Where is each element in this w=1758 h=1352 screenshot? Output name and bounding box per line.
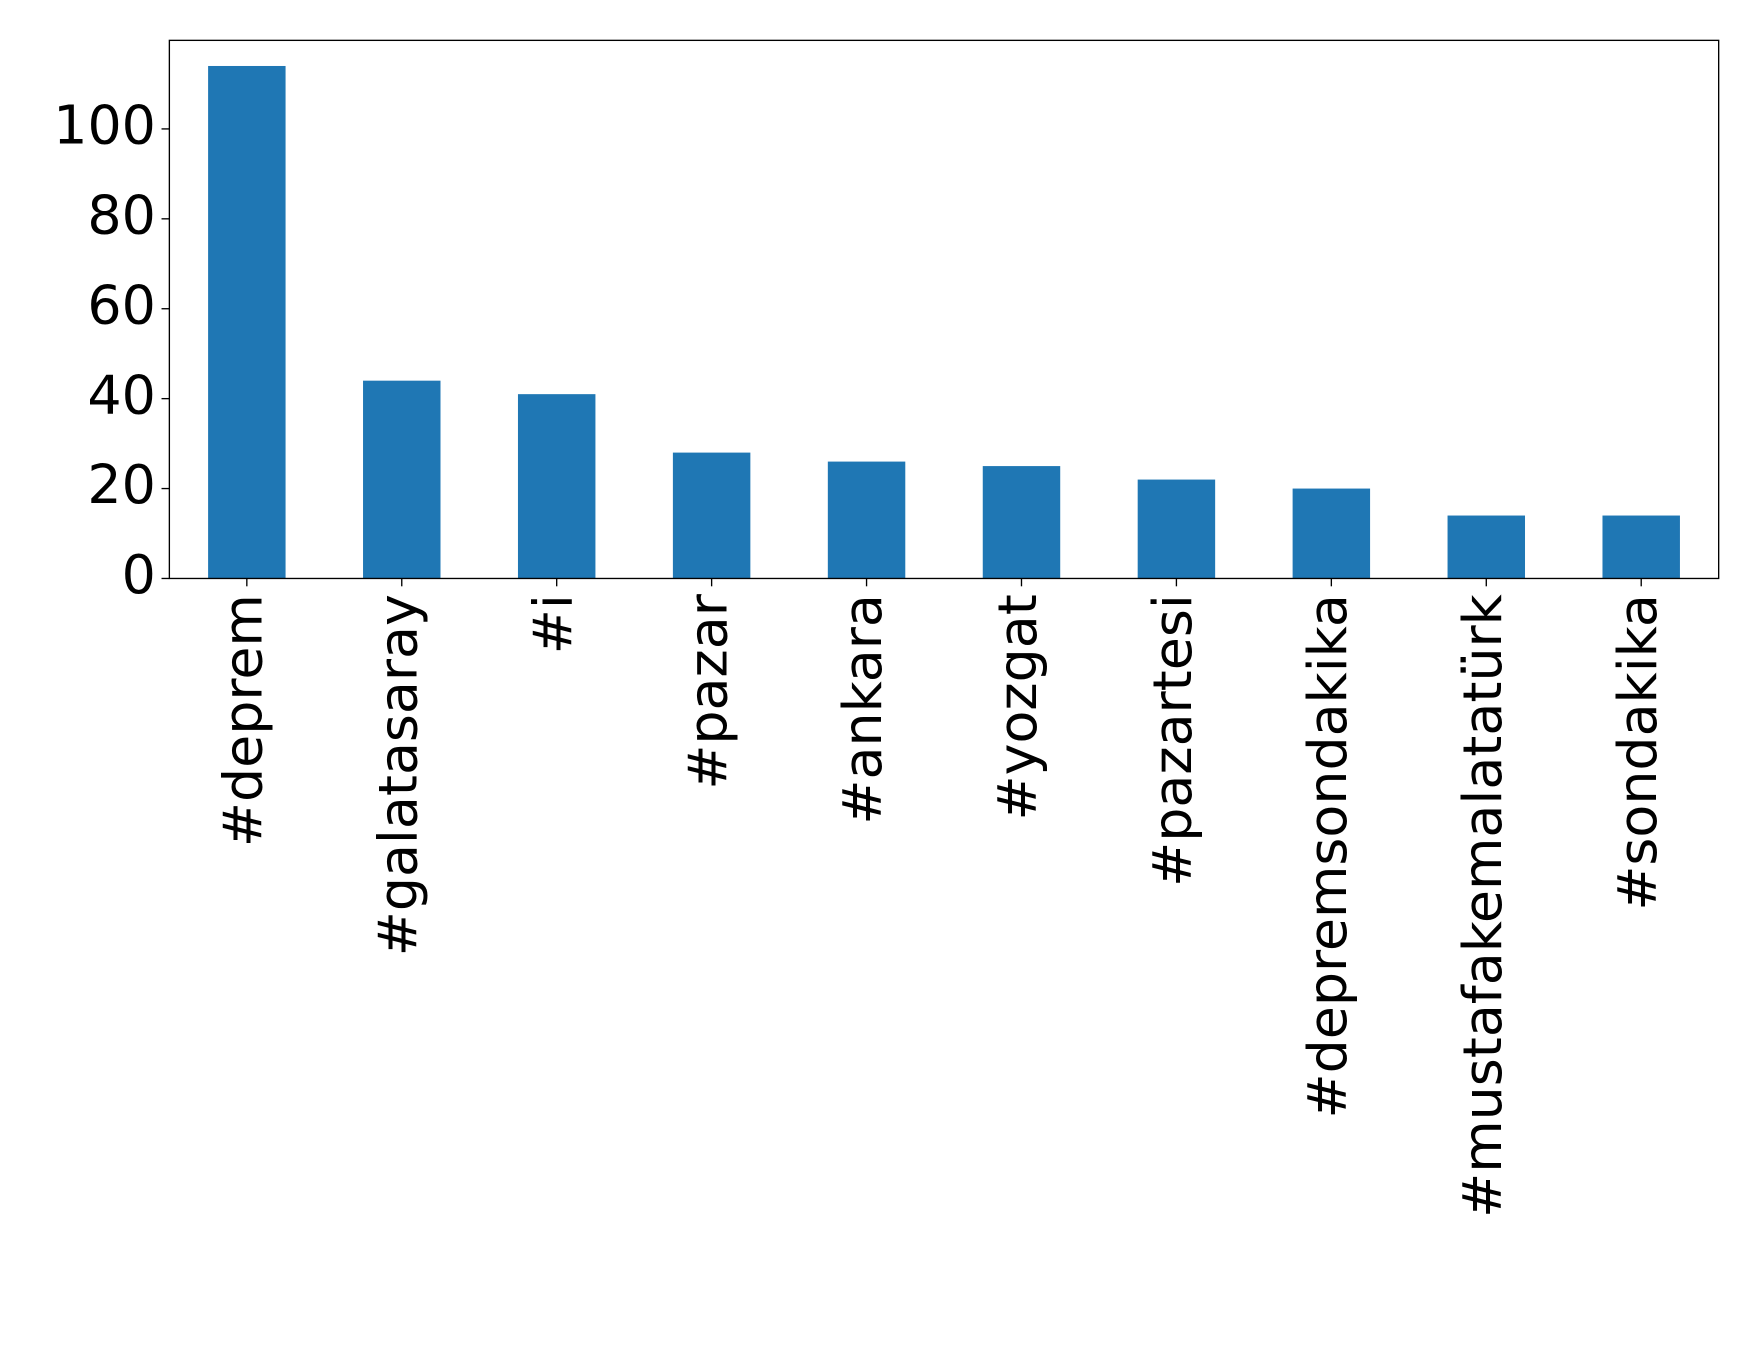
x-tick-label: #sondakika — [1606, 594, 1669, 911]
y-tick-label: 40 — [87, 363, 155, 426]
bar — [672, 452, 751, 579]
x-tick-label: #pazar — [676, 593, 739, 789]
x-tick-label: #deprem — [211, 594, 274, 847]
x-tick-label: #pazartesi — [1141, 594, 1204, 887]
bar — [517, 394, 596, 579]
y-tick-label: 80 — [87, 183, 155, 246]
y-tick-label: 60 — [87, 273, 155, 336]
bar — [982, 466, 1061, 579]
x-tick-label: #ankara — [831, 594, 894, 824]
bar — [1602, 515, 1680, 579]
bar — [1447, 515, 1526, 579]
bar — [827, 461, 906, 579]
bar — [1137, 479, 1216, 579]
bar — [208, 65, 286, 579]
y-tick-label: 100 — [53, 94, 156, 157]
x-tick-label: #yozgat — [986, 594, 1049, 820]
plot-frame — [168, 39, 1720, 580]
y-tick-label: 0 — [122, 543, 156, 606]
y-tick-label: 20 — [87, 453, 155, 516]
x-tick-label: #i — [521, 594, 584, 654]
bar — [363, 380, 441, 579]
bar — [1292, 488, 1371, 579]
x-tick-label: #galatasaray — [366, 594, 429, 956]
x-tick-label: #mustafakemalatatürk — [1451, 594, 1514, 1218]
x-tick-label: #depremsondakika — [1296, 594, 1359, 1118]
